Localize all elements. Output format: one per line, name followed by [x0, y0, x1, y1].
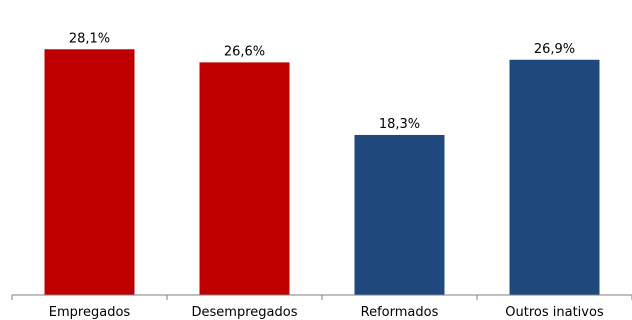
- bar-outros-inativos: [509, 59, 600, 296]
- category-labels-group: Empregados Desempregados Reformados Outros …: [49, 305, 604, 320]
- bar-desempregados: [199, 62, 290, 296]
- value-label: 28,1%: [69, 31, 110, 46]
- category-label: Outros inativos: [505, 305, 604, 320]
- value-labels-group: 28,1% 26,6% 18,3% 26,9%: [69, 31, 575, 132]
- bar-reformados: [354, 134, 445, 295]
- bar-empregados: [44, 49, 135, 295]
- value-label: 26,9%: [534, 42, 575, 57]
- value-label: 18,3%: [379, 117, 420, 132]
- x-axis-ticks-group: [11, 295, 632, 300]
- value-label: 26,6%: [224, 44, 265, 59]
- category-label: Reformados: [361, 305, 439, 320]
- category-label: Desempregados: [192, 305, 298, 320]
- category-label: Empregados: [49, 305, 131, 320]
- bars-group: [44, 49, 600, 296]
